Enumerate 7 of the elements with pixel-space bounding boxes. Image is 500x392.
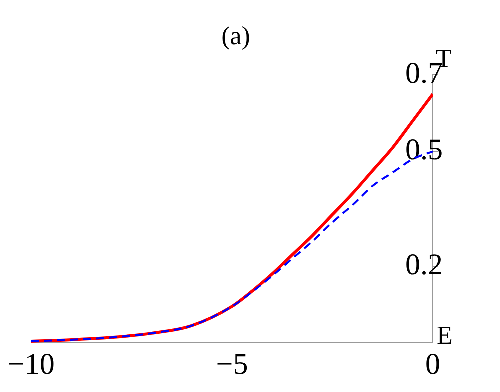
x-tick-label: −10	[8, 348, 55, 381]
x-tick-label: −5	[216, 348, 248, 381]
chart-title: (a)	[222, 21, 250, 50]
x-tick-label: 0	[426, 348, 440, 381]
y-tick-label: 0.2	[406, 248, 443, 282]
y-tick-label: 0.5	[406, 134, 443, 167]
x-axis-title: E	[437, 320, 453, 350]
